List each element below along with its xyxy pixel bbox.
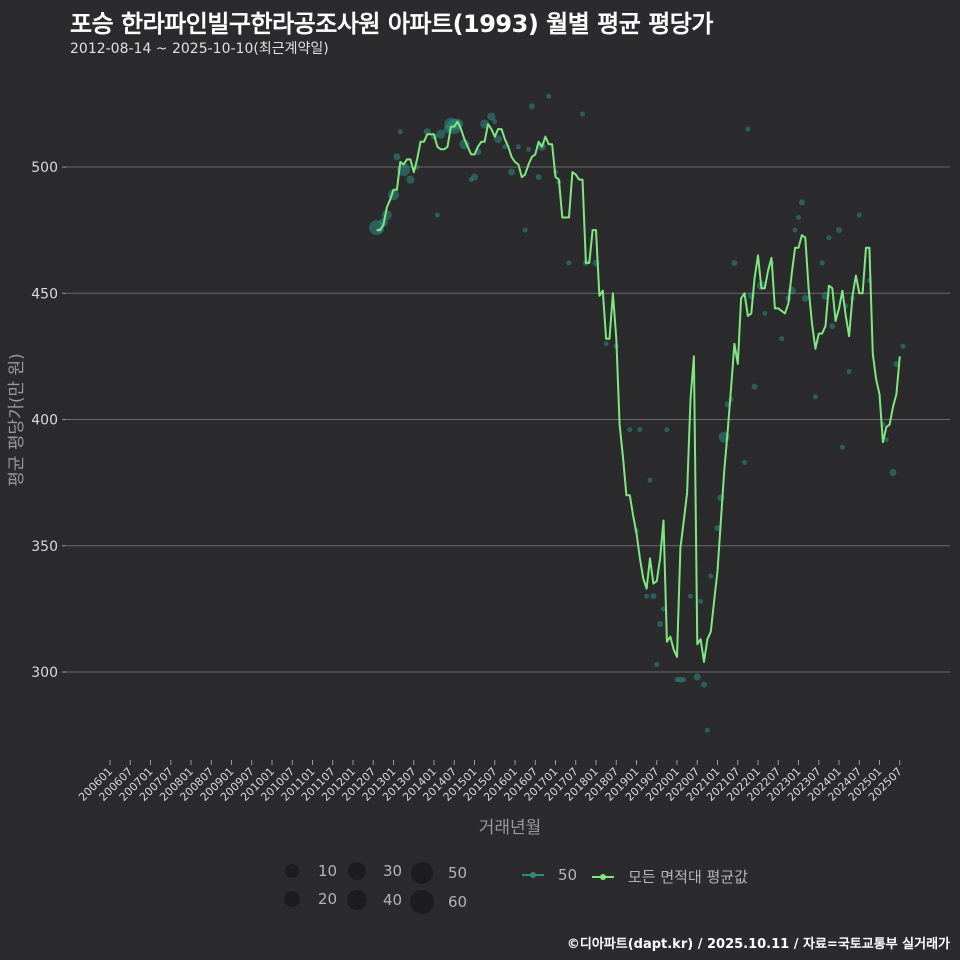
scatter-point [471,173,478,181]
scatter-point [566,260,572,266]
source-credit: ©디아파트(dapt.kr) / 2025.10.11 / 자료=국토교통부 실… [566,937,950,952]
scatter-point [801,294,809,302]
scatter-point [792,227,798,233]
scatter-point [508,168,516,176]
y-axis-title: 평균 평당가(만 원) [7,353,27,487]
scatter-point [434,212,440,218]
scatter-point [742,459,747,465]
y-tick-label: 450 [31,286,58,302]
legend-series-item: 50 [520,866,577,884]
average-price-line [376,120,901,663]
legend-line-icon [592,873,614,880]
scatter-point [603,341,609,347]
scatter-point [829,323,836,330]
scatter-point [883,437,889,443]
scatter-point [406,175,415,184]
scatter-point [397,129,403,135]
scatter-point [627,427,633,433]
scatter-point [637,427,643,433]
scatter-point [492,119,498,125]
scatter-point [701,681,707,688]
scatter-point [580,111,585,117]
scatter-point [393,153,401,161]
scatter-point [647,477,653,483]
legend-size-item: 10 [280,862,337,880]
legend-size-item: 50 [410,862,467,884]
legend-size-item: 40 [345,890,402,910]
scatter-point [900,343,906,349]
scatter-point [650,593,657,600]
scatter-point [502,144,508,150]
y-tick-label: 500 [31,160,58,176]
legend-line-icon [522,872,544,878]
scatter-point [664,427,670,433]
x-axis-title: 거래년월 [479,818,542,838]
scatter-point [762,310,768,316]
scatter-point [522,227,528,233]
scatter-point [714,525,721,532]
scatter-point [693,673,701,681]
chart-plot-area: 3003504004505002006012006072007012007072… [7,93,950,838]
scatter-point [535,174,542,181]
scatter-point [893,360,900,367]
scatter-point [839,444,845,450]
chart-legend: 10 20 30 40 50 60 50 모든 면적대 평균값 [280,862,800,922]
scatter-point [654,661,660,667]
scatter-point [644,593,650,599]
legend-size-item: 30 [345,862,402,880]
scatter-point [796,215,801,220]
chart-subtitle: 2012-08-14 ~ 2025-10-10(최근계약일) [70,41,329,57]
scatter-point [708,573,714,579]
scatter-point [661,606,666,612]
scatter-point [526,146,531,152]
scatter-point [681,677,687,683]
scatter-points [369,93,906,733]
scatter-point [546,93,552,99]
scatter-point [688,593,693,599]
scatter-point [528,103,535,110]
scatter-point [812,394,818,400]
scatter-point [704,727,710,733]
chart-title: 포승 한라파인빌구한라공조사원 아파트(1993) 월별 평균 평당가 [70,10,713,38]
size-dot-icon [285,864,299,878]
scatter-point [487,112,496,121]
scatter-point [889,469,897,477]
scatter-point [779,336,785,342]
scatter-point [819,260,825,266]
legend-series-item: 모든 면적대 평균값 [590,866,748,887]
scatter-point [745,126,751,132]
scatter-point [494,135,503,144]
y-tick-label: 350 [31,539,58,555]
scatter-point [515,144,521,150]
scatter-point [836,227,842,234]
y-tick-label: 300 [31,665,58,681]
size-dot-icon [347,890,367,910]
legend-size-item: 60 [410,890,467,914]
size-dot-icon [411,862,433,884]
scatter-point [826,235,832,241]
scatter-point [657,621,664,628]
scatter-point [798,199,805,206]
scatter-point [846,369,852,375]
scatter-point [856,212,862,218]
scatter-point [698,598,704,604]
y-tick-label: 400 [31,413,58,429]
legend-size-item: 20 [280,890,337,908]
size-dot-icon [284,891,300,907]
scatter-point [751,383,758,390]
scatter-point [731,259,738,266]
size-dot-icon [410,890,434,914]
scatter-point [436,129,446,139]
size-dot-icon [348,862,366,880]
